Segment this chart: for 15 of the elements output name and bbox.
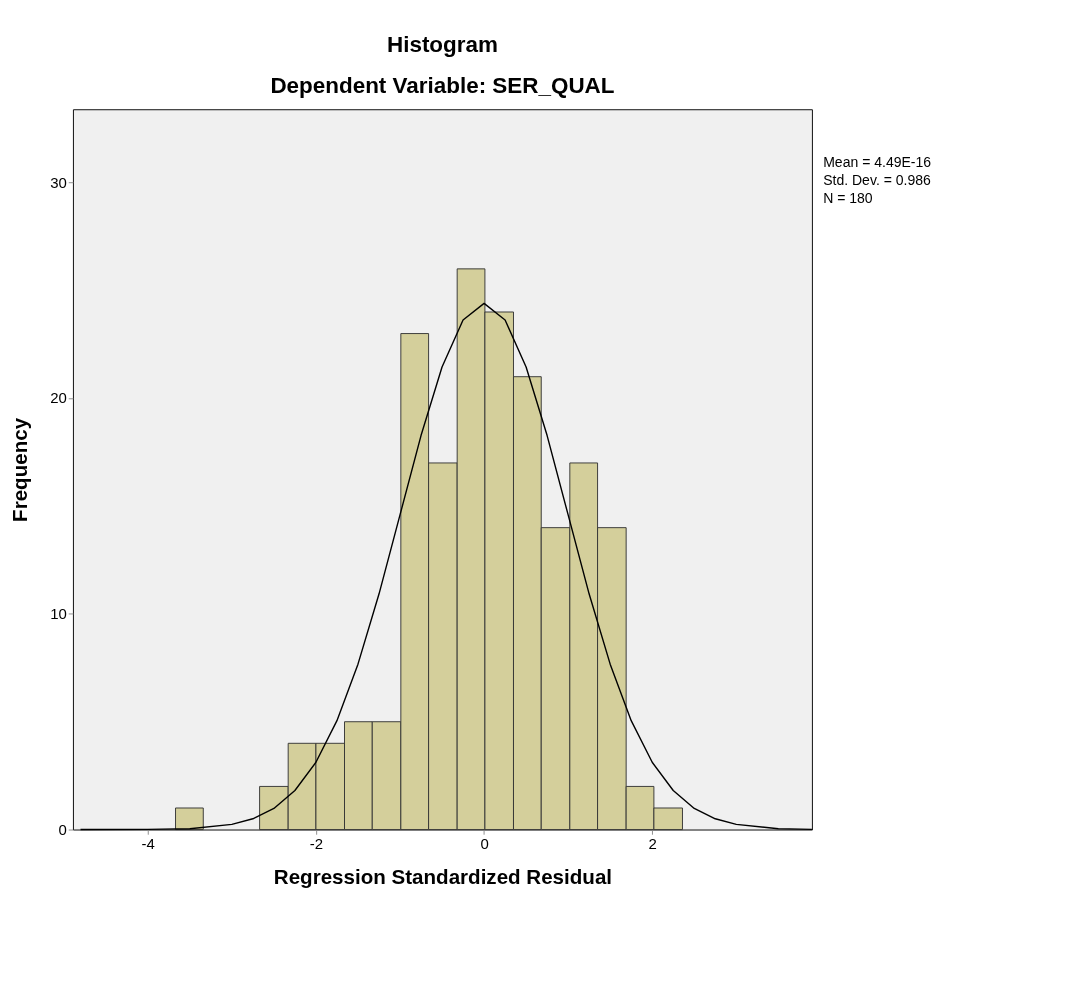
x-tick-label: 2 (648, 834, 657, 852)
text: Std. Dev. = 0.986 (823, 172, 932, 189)
x-tick-label: 0 (480, 834, 489, 852)
y-tick-label: 30 (50, 173, 67, 191)
chart-subtitle: Dependent Variable: SER_QUAL (270, 73, 615, 99)
x-tick-label: -4 (141, 834, 155, 852)
y-axis-title: Frequency (7, 417, 31, 522)
y-tick-label: 0 (58, 820, 67, 838)
chart-title: Histogram (386, 32, 498, 58)
x-axis-title: Regression Standardized Residual (273, 865, 613, 889)
text: N = 180 (823, 189, 873, 206)
y-tick-label: 10 (50, 605, 67, 623)
x-tick-label: -2 (309, 834, 324, 852)
text: Mean = 4.49E-16 (823, 154, 932, 171)
y-tick-label: 20 (50, 389, 67, 407)
